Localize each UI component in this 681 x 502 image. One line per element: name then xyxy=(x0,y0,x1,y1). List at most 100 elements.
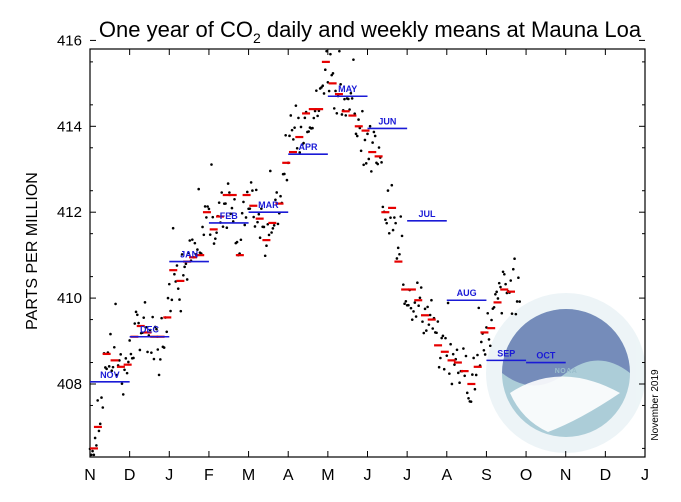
daily-point xyxy=(123,368,126,372)
daily-point xyxy=(169,309,172,313)
daily-point xyxy=(321,84,325,88)
daily-point xyxy=(348,108,351,111)
monthly-mean-label: FEB xyxy=(220,211,239,221)
daily-point xyxy=(440,336,443,340)
monthly-mean-label: AUG xyxy=(457,288,477,298)
daily-point xyxy=(456,371,460,375)
daily-point xyxy=(115,373,119,377)
daily-point xyxy=(230,206,234,210)
monthly-mean-label: JAN xyxy=(180,250,198,260)
daily-point xyxy=(450,382,454,386)
daily-point xyxy=(183,265,186,269)
daily-point xyxy=(210,163,213,166)
daily-point xyxy=(384,218,387,221)
daily-point xyxy=(514,312,518,316)
daily-point xyxy=(510,312,514,315)
daily-point xyxy=(469,400,473,403)
daily-point xyxy=(376,162,380,166)
daily-point xyxy=(416,281,419,284)
daily-point xyxy=(221,225,225,228)
monthly-mean-label: NOV xyxy=(100,370,120,380)
daily-point xyxy=(185,278,189,281)
daily-point xyxy=(142,316,146,319)
daily-point xyxy=(244,216,248,219)
daily-point xyxy=(129,352,133,356)
daily-point xyxy=(463,374,466,378)
x-tick-label: D xyxy=(124,467,136,484)
daily-point xyxy=(263,254,267,258)
daily-point xyxy=(503,272,506,276)
daily-point xyxy=(465,391,469,395)
daily-point xyxy=(372,130,376,134)
daily-point xyxy=(390,183,394,187)
daily-point xyxy=(446,301,450,305)
daily-point xyxy=(464,354,468,358)
y-tick-label: 410 xyxy=(57,290,82,307)
daily-point xyxy=(441,334,445,338)
x-tick-label: A xyxy=(441,467,452,484)
daily-point xyxy=(495,290,498,294)
daily-point xyxy=(396,246,400,250)
noaa-logo: NOAA xyxy=(486,293,646,453)
daily-point xyxy=(352,58,355,61)
daily-point xyxy=(370,170,373,173)
daily-point xyxy=(150,351,153,354)
daily-point xyxy=(253,225,257,228)
daily-point xyxy=(239,238,243,242)
daily-point xyxy=(445,354,449,357)
daily-point xyxy=(91,449,94,453)
daily-point xyxy=(517,276,520,280)
daily-point xyxy=(191,238,194,241)
daily-point xyxy=(284,134,287,137)
daily-point xyxy=(243,223,247,227)
daily-point xyxy=(316,114,319,118)
daily-point xyxy=(215,231,218,234)
daily-point xyxy=(231,220,235,223)
daily-point xyxy=(240,211,244,215)
daily-point xyxy=(421,320,424,323)
daily-point xyxy=(109,332,112,336)
daily-point xyxy=(315,89,318,92)
daily-point xyxy=(350,97,354,100)
daily-point xyxy=(313,109,317,113)
daily-point xyxy=(205,216,208,219)
daily-point xyxy=(515,300,519,303)
daily-point xyxy=(173,272,176,276)
daily-point xyxy=(178,298,181,301)
daily-point xyxy=(371,141,374,144)
chart-title: One year of CO2 daily and weekly means a… xyxy=(99,17,642,46)
daily-point xyxy=(377,146,381,149)
x-tick-label: J xyxy=(641,467,649,484)
x-tick-label: J xyxy=(364,467,372,484)
daily-point xyxy=(364,162,368,165)
daily-point xyxy=(229,212,232,215)
daily-point xyxy=(329,52,332,56)
daily-point xyxy=(418,296,422,300)
monthly-mean-label: DEC xyxy=(140,325,160,335)
daily-point xyxy=(92,453,96,457)
daily-point xyxy=(499,285,502,289)
daily-point xyxy=(299,125,303,129)
daily-point xyxy=(269,169,272,173)
y-tick-label: 412 xyxy=(57,204,82,221)
daily-point xyxy=(127,360,130,364)
daily-point xyxy=(98,422,102,426)
daily-point xyxy=(148,328,152,332)
daily-point xyxy=(425,329,428,332)
monthly-mean-label: MAR xyxy=(258,200,279,210)
daily-point xyxy=(235,240,239,244)
daily-point xyxy=(170,298,174,302)
daily-point xyxy=(413,301,417,304)
daily-point xyxy=(118,359,121,362)
daily-point xyxy=(504,282,507,286)
daily-point xyxy=(245,190,249,194)
daily-point xyxy=(254,188,258,192)
daily-point xyxy=(427,323,431,326)
daily-point xyxy=(176,287,180,290)
daily-point xyxy=(217,201,221,204)
daily-point xyxy=(414,315,418,318)
daily-point xyxy=(385,221,388,225)
daily-point xyxy=(331,72,335,75)
